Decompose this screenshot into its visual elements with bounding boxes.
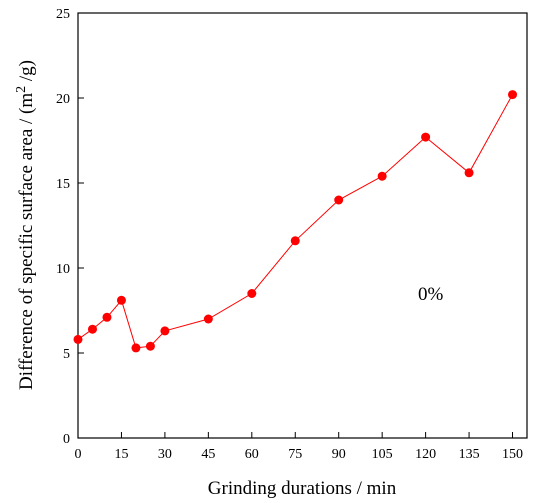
x-tick-label: 105	[372, 447, 393, 462]
y-axis-title-sup: 2	[14, 86, 29, 93]
data-point	[377, 171, 387, 181]
plot-frame	[77, 12, 528, 439]
data-point	[73, 334, 83, 344]
data-point	[247, 289, 257, 298]
data-point	[421, 132, 431, 142]
x-tick-label: 30	[158, 447, 172, 462]
x-tick-label: 45	[201, 447, 215, 462]
data-point	[116, 295, 126, 305]
x-tick-label: 150	[502, 447, 523, 462]
data-point	[102, 312, 112, 322]
data-point	[145, 341, 155, 351]
y-tick-label: 25	[56, 7, 70, 22]
x-tick-label: 90	[332, 447, 346, 462]
tick-labels: 0 15 30 45 60 75 90 105 120 135 150 0 5 10 15 20 25	[56, 7, 523, 462]
x-tick-label: 60	[245, 447, 259, 462]
data-point	[290, 236, 300, 246]
data-point	[464, 168, 474, 178]
y-tick-label: 0	[63, 432, 70, 447]
data-point	[160, 326, 170, 336]
y-tick-label: 15	[56, 177, 70, 192]
data-point	[508, 90, 518, 100]
x-tick-label: 135	[459, 447, 480, 462]
data-point	[203, 314, 213, 324]
data-point	[131, 343, 141, 353]
y-axis-title-main: Difference of specific surface area / (m	[16, 93, 37, 390]
x-tick-label: 15	[114, 447, 128, 462]
data-point	[334, 195, 344, 205]
series-line	[77, 94, 513, 349]
x-tick-label: 0	[75, 447, 82, 462]
y-axis-title: Difference of specific surface area / (m…	[14, 60, 37, 390]
x-tick-label: 75	[288, 447, 302, 462]
ticks	[77, 12, 514, 439]
y-tick-label: 20	[56, 92, 70, 107]
data-points	[73, 90, 518, 353]
y-tick-label: 5	[63, 347, 70, 362]
y-axis-title-tail: /g)	[16, 60, 37, 86]
data-point	[87, 324, 97, 334]
x-axis-title: Grinding durations / min	[208, 478, 397, 499]
y-tick-label: 10	[56, 262, 70, 277]
annotation-label: 0%	[418, 284, 444, 305]
x-tick-label: 120	[415, 447, 436, 462]
